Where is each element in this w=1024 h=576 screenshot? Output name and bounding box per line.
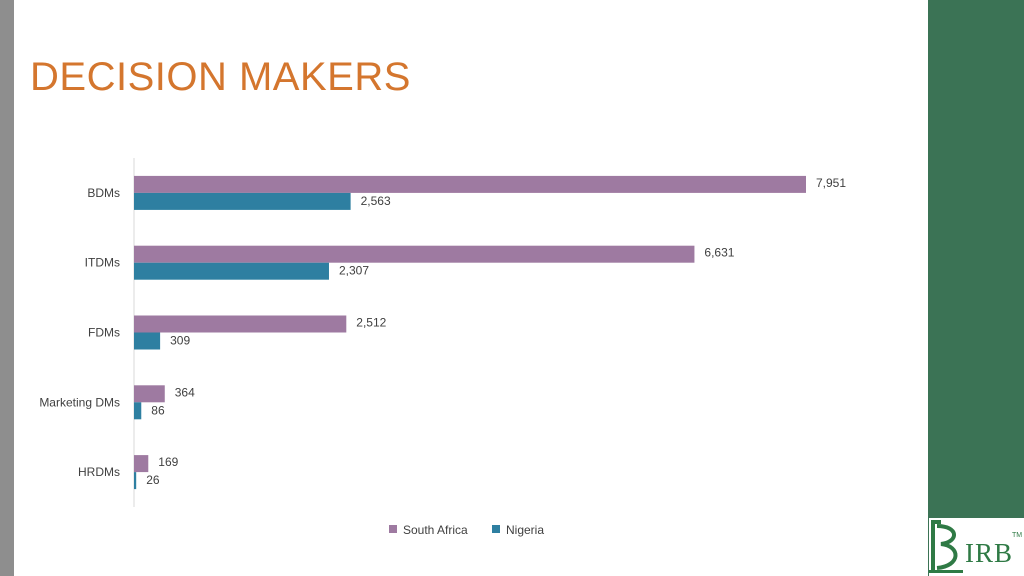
data-label-nigeria-fdms: 309 [170, 334, 190, 348]
data-label-nigeria-bdms: 2,563 [361, 194, 391, 208]
left-edge-strip [0, 0, 14, 576]
bar-nigeria-itdms [134, 262, 329, 280]
bars-layer: BDMs 7,951 2,563 ITDMs 6,631 2,307 FDMs 2,512 30… [39, 175, 846, 490]
legend-swatch-nigeria [492, 525, 500, 533]
bar-nigeria-bdms [134, 192, 351, 210]
data-label-nigeria-itdms: 2,307 [339, 264, 369, 278]
data-label-south-africa-bdms: 7,951 [816, 176, 846, 190]
category-label-marketing-dms: Marketing DMs [39, 395, 120, 409]
bar-chart: BDMs 7,951 2,563 ITDMs 6,631 2,307 FDMs 2,512 30… [39, 158, 846, 537]
bar-south-africa-hrdms [134, 455, 149, 473]
irb-logo: IRB TM [929, 518, 1024, 576]
logo-trademark: TM [1012, 532, 1023, 539]
bar-south-africa-fdms [134, 315, 347, 333]
legend-label-nigeria: Nigeria [506, 523, 544, 537]
data-label-south-africa-marketing-dms: 364 [175, 385, 195, 399]
bar-nigeria-fdms [134, 332, 161, 350]
category-label-bdms: BDMs [87, 186, 120, 200]
category-label-fdms: FDMs [88, 326, 120, 340]
data-label-nigeria-marketing-dms: 86 [151, 403, 165, 417]
legend-label-south-africa: South Africa [403, 523, 468, 537]
bar-south-africa-marketing-dms [134, 385, 165, 403]
data-label-south-africa-fdms: 2,512 [356, 316, 386, 330]
data-label-south-africa-itdms: 6,631 [704, 246, 734, 260]
bar-nigeria-marketing-dms [134, 402, 142, 420]
data-label-south-africa-hrdms: 169 [158, 455, 178, 469]
bar-south-africa-bdms [134, 175, 806, 193]
bar-nigeria-hrdms [134, 472, 137, 490]
legend: South Africa Nigeria [389, 523, 544, 537]
logo-mark-icon [929, 520, 963, 573]
data-label-nigeria-hrdms: 26 [146, 473, 160, 487]
category-label-itdms: ITDMs [85, 256, 120, 270]
right-side-panel [928, 0, 1024, 576]
bar-south-africa-itdms [134, 245, 695, 263]
slide-title: DECISION MAKERS [30, 55, 411, 99]
legend-swatch-south-africa [389, 525, 397, 533]
category-label-hrdms: HRDMs [78, 465, 120, 479]
logo-text: IRB [965, 538, 1014, 568]
